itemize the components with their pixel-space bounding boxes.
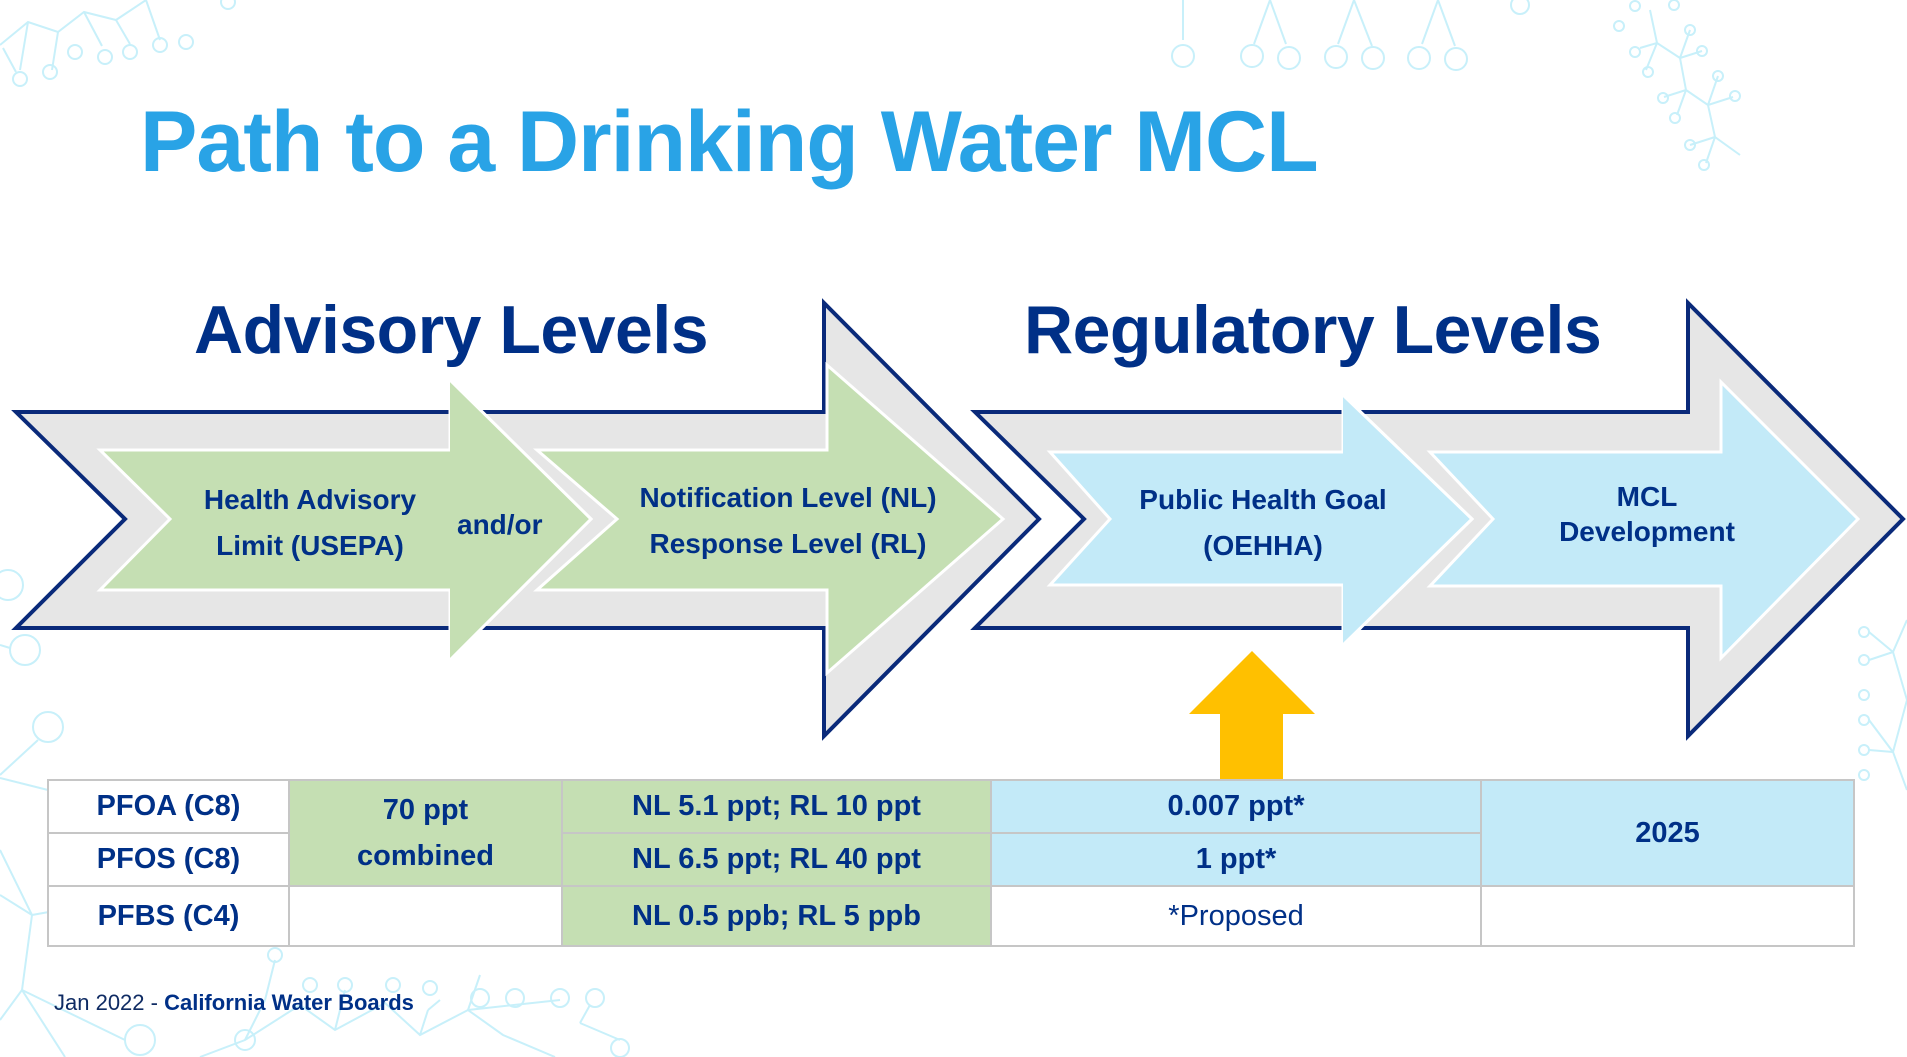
regulatory-levels-heading: Regulatory Levels xyxy=(1024,292,1602,368)
mcl-development-arrow xyxy=(1426,378,1861,662)
health-advisory-value: 70 ppt xyxy=(382,794,469,826)
health-advisory-cell xyxy=(288,885,563,947)
chemical-cell: PFOA (C8) xyxy=(47,779,290,834)
up-arrow-icon xyxy=(1189,651,1315,780)
and-or-connector: and/or xyxy=(457,509,543,540)
health-advisory-line1: Health Advisory xyxy=(203,484,417,515)
public-health-goal-label: Public Health Goal (OEHHA) xyxy=(1139,477,1386,569)
public-health-goal-line1: Public Health Goal xyxy=(1139,484,1387,515)
proposed-footnote: *Proposed xyxy=(990,885,1482,947)
footer: Jan 2022 - California Water Boards xyxy=(54,990,414,1016)
mcl-date-cell: 2025 xyxy=(1480,779,1855,887)
footer-org: California Water Boards xyxy=(164,990,414,1015)
nl-rl-cell: NL 6.5 ppt; RL 40 ppt xyxy=(561,832,992,887)
nl-rl-cell: NL 5.1 ppt; RL 10 ppt xyxy=(561,779,992,834)
notification-level-label: Notification Level (NL) Response Level (… xyxy=(639,475,936,567)
advisory-levels-heading: Advisory Levels xyxy=(194,292,709,368)
notification-level-arrow xyxy=(532,361,1006,677)
health-advisory-qualifier: combined xyxy=(357,840,494,872)
footer-date: Jan 2022 - xyxy=(54,990,165,1015)
mcl-development-label: MCL Development xyxy=(1559,479,1735,549)
chemical-cell: PFBS (C4) xyxy=(47,885,290,947)
mcl-development-line1: MCL xyxy=(1616,481,1678,512)
notification-level-line2: Response Level (RL) xyxy=(649,528,927,559)
nl-rl-cell: NL 0.5 ppb; RL 5 ppb xyxy=(561,885,992,947)
phg-cell: 1 ppt* xyxy=(990,832,1482,887)
mcl-development-line2: Development xyxy=(1559,516,1735,547)
chemical-cell: PFOS (C8) xyxy=(47,832,290,887)
public-health-goal-line2: (OEHHA) xyxy=(1203,530,1323,561)
health-advisory-label: Health Advisory Limit (USEPA) xyxy=(204,477,416,569)
phg-cell: 0.007 ppt* xyxy=(990,779,1482,834)
table-row-pfoa: PFOA (C8) 70 ppt combined NL 5.1 ppt; RL… xyxy=(47,779,1855,887)
table-row-pfbs: PFBS (C4) NL 0.5 ppb; RL 5 ppb *Proposed xyxy=(47,885,1855,947)
health-advisory-cell: 70 ppt combined xyxy=(288,779,563,887)
mcl-date-cell xyxy=(1480,885,1855,947)
table-row-pfos: PFOS (C8) NL 6.5 ppt; RL 40 ppt 1 ppt* xyxy=(47,832,1854,887)
pfas-levels-table: PFOA (C8) 70 ppt combined NL 5.1 ppt; RL… xyxy=(47,779,1855,947)
notification-level-line1: Notification Level (NL) xyxy=(639,482,937,513)
health-advisory-line2: Limit (USEPA) xyxy=(216,530,404,561)
page-title: Path to a Drinking Water MCL xyxy=(140,94,1319,190)
